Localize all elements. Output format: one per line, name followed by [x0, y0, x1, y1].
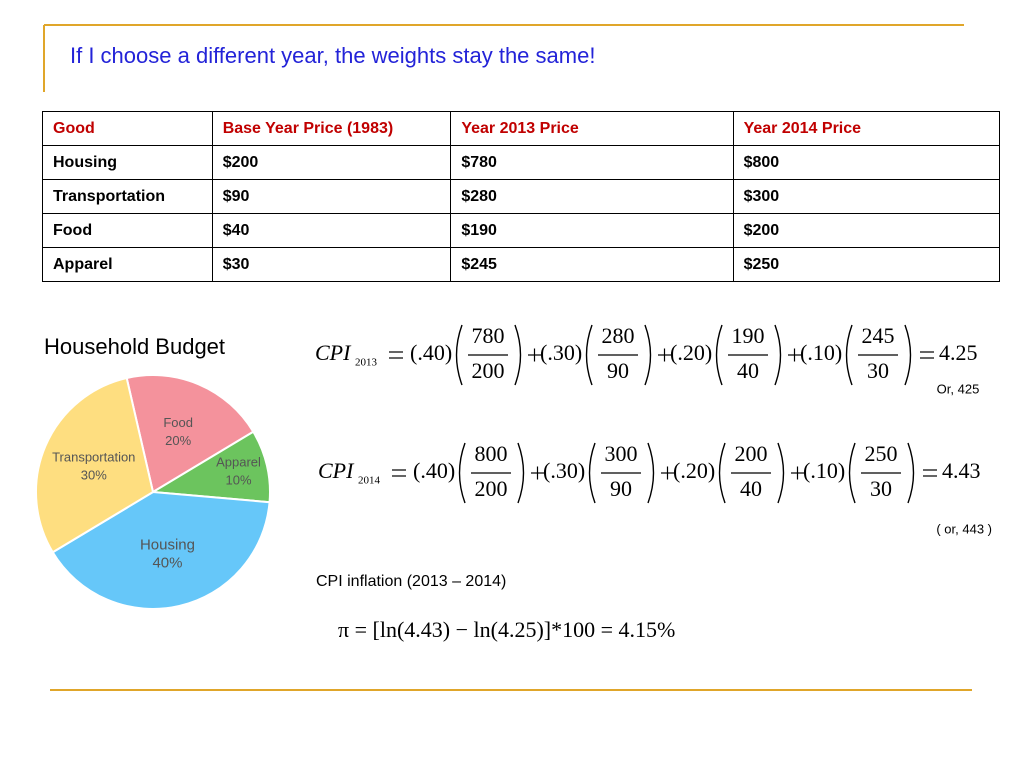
numerator: 245	[862, 323, 895, 348]
cpi-result: 4.43	[942, 458, 981, 483]
table-cell: $250	[732, 247, 1001, 282]
slice-label: Transportation	[52, 449, 135, 464]
paren	[517, 442, 525, 504]
weight: (.30)	[543, 458, 585, 483]
denominator: 200	[475, 476, 508, 501]
slice-label: Housing	[140, 537, 195, 554]
denominator: 90	[607, 358, 629, 383]
table-cell: $30	[211, 247, 452, 282]
weight: (.10)	[803, 458, 845, 483]
paren	[514, 324, 522, 386]
weight: (.40)	[413, 458, 455, 483]
slice-label: Food	[163, 415, 193, 430]
table-cell: $200	[732, 213, 1001, 248]
denominator: 40	[740, 476, 762, 501]
table-cell: Food	[42, 213, 213, 248]
weight: (.10)	[800, 340, 842, 365]
paren	[845, 324, 853, 386]
paren	[907, 442, 915, 504]
numerator: 200	[735, 441, 768, 466]
cpi-symbol: CPI	[318, 458, 355, 483]
paren	[585, 324, 593, 386]
pie-slice	[51, 490, 271, 610]
slice-value: 10%	[225, 473, 251, 488]
paren	[644, 324, 652, 386]
weight: (.20)	[670, 340, 712, 365]
paren	[904, 324, 912, 386]
table-cell: Year 2013 Price	[450, 111, 734, 146]
slide-title: If I choose a different year, the weight…	[70, 43, 595, 68]
denominator: 200	[472, 358, 505, 383]
pie-slice	[125, 374, 255, 494]
cpi-result: 4.25	[939, 340, 978, 365]
table-cell: $245	[450, 247, 734, 282]
slice-value: 20%	[165, 433, 191, 448]
slice-value: 40%	[152, 555, 182, 572]
table-cell: Transportation	[42, 179, 213, 214]
slice-label: Apparel	[216, 455, 261, 470]
table-cell: $280	[450, 179, 734, 214]
table-cell: $90	[211, 179, 452, 214]
pie-slice	[35, 376, 155, 554]
table-row: Transportation $90 $280 $300	[42, 179, 1001, 214]
table-cell: $40	[211, 213, 452, 248]
inflation-formula: π = [ln(4.43) − ln(4.25)]*100 = 4.15%	[338, 617, 675, 642]
price-table: Good Base Year Price (1983) Year 2013 Pric…	[42, 111, 1001, 282]
paren	[588, 442, 596, 504]
table-cell: Good	[42, 111, 213, 146]
table-row: Apparel $30 $245 $250	[42, 247, 1001, 282]
pie-slice	[149, 430, 271, 504]
cpi-symbol: CPI	[315, 340, 352, 365]
numerator: 190	[732, 323, 765, 348]
weight: (.30)	[540, 340, 582, 365]
cpi-year: 2014	[358, 475, 381, 487]
denominator: 30	[867, 358, 889, 383]
numerator: 300	[605, 441, 638, 466]
table-row: Food $40 $190 $200	[42, 213, 1001, 248]
paren	[718, 442, 726, 504]
table-cell: Year 2014 Price	[732, 111, 1001, 146]
table-row: Good Base Year Price (1983) Year 2013 Pric…	[42, 111, 1001, 146]
paren	[458, 442, 466, 504]
numerator: 250	[865, 441, 898, 466]
denominator: 40	[737, 358, 759, 383]
table-cell: Base Year Price (1983)	[211, 111, 452, 146]
denominator: 90	[610, 476, 632, 501]
paren	[777, 442, 785, 504]
table-cell: Apparel	[42, 247, 213, 282]
chart-title: Household Budget	[44, 334, 225, 359]
paren	[848, 442, 856, 504]
numerator: 280	[602, 323, 635, 348]
numerator: 780	[472, 323, 505, 348]
numerator: 800	[475, 441, 508, 466]
denominator: 30	[870, 476, 892, 501]
paren	[715, 324, 723, 386]
slice-value: 30%	[81, 467, 107, 482]
paren	[774, 324, 782, 386]
paren	[647, 442, 655, 504]
table-cell: $300	[732, 179, 1001, 214]
paren	[455, 324, 463, 386]
table-cell: $780	[450, 145, 734, 180]
cpi-note: Or, 425	[937, 381, 980, 396]
table-row: Housing $200 $780 $800	[42, 145, 1001, 180]
inflation-label: CPI inflation (2013 – 2014)	[316, 573, 506, 590]
table-cell: $800	[732, 145, 1001, 180]
cpi-note: ( or, 443 )	[936, 521, 992, 536]
weight: (.40)	[410, 340, 452, 365]
table-cell: Housing	[42, 145, 213, 180]
weight: (.20)	[673, 458, 715, 483]
cpi-year: 2013	[355, 357, 378, 369]
table-cell: $190	[450, 213, 734, 248]
table-cell: $200	[211, 145, 452, 180]
